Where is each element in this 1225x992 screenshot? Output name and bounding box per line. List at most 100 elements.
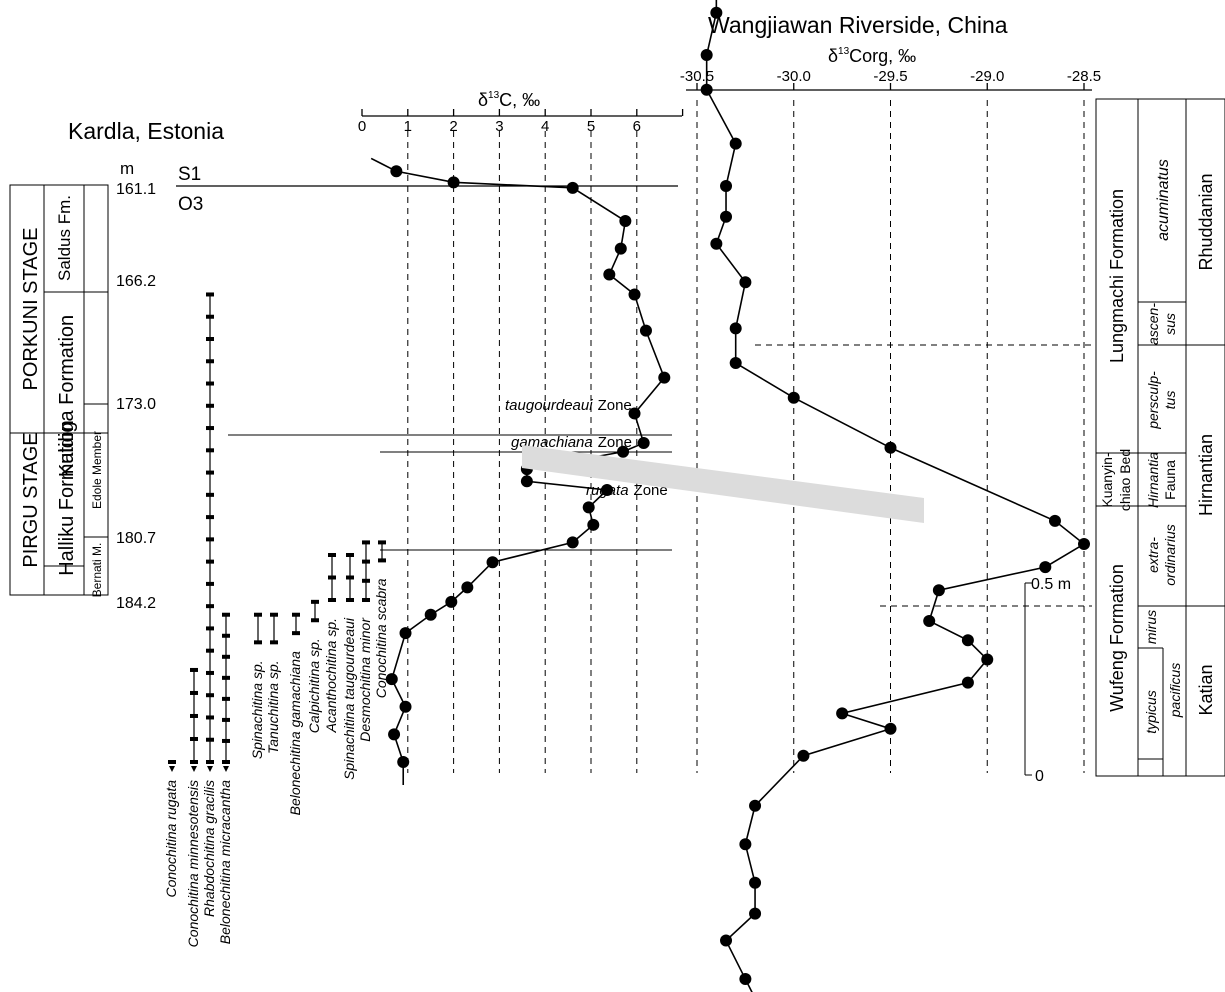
wangjiawan-d13corg-point [797,749,810,762]
kardla-x-tick-label: 6 [633,118,641,135]
taxon-sample-mark [328,553,336,557]
taxon-sample-mark [206,648,214,653]
zone-ascensus-line2: sus [1162,313,1178,335]
taxon-sample-mark [222,717,230,722]
taxon-sample-mark [254,612,262,617]
zone-hirnantia-fauna-line2: Fauna [1162,460,1178,500]
wangjiawan-unit: Corg, ‰ [849,46,916,66]
kardla-x-tick-label: 2 [449,118,457,135]
wangjiawan-d13corg-point [720,210,733,223]
taxon-range: Calpichitina sp. [306,599,322,733]
zone-typicus: typicus [1143,690,1159,734]
taxon-sample-mark [362,598,370,602]
stage-katian: Katian [1196,664,1216,715]
wangjiawan-d13corg-point [1048,514,1061,527]
zone-mirus: mirus [1143,610,1159,644]
taxon-range: Conochitina minnesotensis [185,667,201,947]
taxon-sample-mark [206,470,214,475]
taxon-arrow [169,766,175,772]
taxon-sample-mark [190,690,198,695]
depth-tick-label: 161.1 [116,181,156,198]
taxon-label: Belonechitina micracantha [217,780,233,944]
delta-superscript: 13 [838,46,850,57]
depth-tick-label: 173.0 [116,396,156,413]
taxon-label: Rhabdochitina gracilis [201,780,217,917]
kardla-d13c-point [385,673,398,686]
taxon-sample-mark [206,715,214,720]
wangjiawan-x-tick-label: -30.5 [680,68,714,85]
bed-kuanyinchiao-line1: Kuanyin- [1099,452,1115,508]
kardla-d13c-point [520,475,533,488]
taxon-sample-mark [346,575,354,580]
kardla-x-axis: δ13C, ‰ 0 1 2 3 4 5 6 [358,90,684,135]
stage-pirgu: PIRGU STAGE [20,432,42,567]
taxon-sample-mark [206,448,214,453]
taxon-sample-mark [206,604,214,609]
zone-hirnantia-fauna-line1: Hirnantia [1145,452,1161,508]
kardla-d13c-point [614,242,627,255]
kardla-d13c-point [603,268,616,281]
kardla-d13c-point [388,728,401,741]
kardla-d13c-point [617,445,630,458]
taxon-sample-mark [328,575,336,580]
taxon-sample-mark [206,693,214,698]
taxon-sample-mark [206,537,214,542]
taxon-sample-mark [206,314,214,319]
wangjiawan-d13corg-point [749,876,762,889]
taxon-label: Acanthochitina sp. [323,618,339,733]
wangjiawan-d13corg-point [729,322,742,335]
wangjiawan-d13corg-point [961,634,974,647]
zone-suffix: Zone [598,397,632,414]
kardla-d13c-point [399,700,412,713]
kardla-d13c-point [390,165,403,178]
wangjiawan-d13corg-point [884,722,897,735]
depth-unit-label: m [120,159,134,178]
taxon-sample-mark [222,675,230,680]
taxon-range: Acanthochitina sp. [323,553,339,733]
taxon-label: Desmochitina minor [357,617,373,742]
taxon-sample-mark [378,540,386,545]
taxon-sample-mark [206,292,214,297]
taxon-sample-mark [346,553,354,557]
taxon-sample-mark [190,713,198,718]
taxon-sample-mark [168,760,176,764]
taxon-range: Spinachitina taugourdeaui [341,553,357,780]
kardla-d13c-point [619,215,632,228]
wangjiawan-series [700,0,1090,992]
scale-zero: 0 [1035,768,1044,785]
kardla-x-tick-label: 0 [358,118,366,135]
kardla-d13c-point [445,595,458,608]
taxon-range: Belonechitina gamachiana [287,612,303,815]
taxon-sample-mark [362,559,370,564]
wangjiawan-d13corg-point [749,907,762,920]
zone-ascensus-line1: ascen- [1145,303,1161,345]
wangjiawan-x-tick-label: -30.0 [777,68,811,85]
wangjiawan-x-tick-label: -28.5 [1067,68,1101,85]
zone-taugourdeaui: taugourdeaui Zone [505,397,632,414]
stage-rhuddanian: Rhuddanian [1196,173,1216,270]
taxon-sample-mark [311,599,319,604]
wangjiawan-x-axis-label: δ13Corg, ‰ [828,46,916,66]
taxon-range: Conochitina rugata [163,760,179,898]
height-scale-bar: 0.5 m 0 [1024,576,1071,785]
taxon-sample-mark [206,426,214,431]
taxon-sample-mark [206,403,214,408]
wangjiawan-d13corg-point [710,237,723,250]
wangjiawan-d13corg-point [720,934,733,947]
formation-lungmachi: Lungmachi Formation [1107,189,1127,363]
taxon-sample-mark [206,515,214,520]
kardla-d13c-point [601,484,614,497]
taxon-sample-mark [206,492,214,497]
kardla-x-tick-label: 5 [587,118,595,135]
depth-tick-label: 166.2 [116,273,156,290]
taxon-label: Conochitina scabra [373,578,389,698]
zone-name: taugourdeaui [505,397,593,414]
taxon-label: Conochitina rugata [163,780,179,898]
zone-pacificus: pacificus [1167,663,1183,718]
taxon-sample-mark [378,558,386,563]
scale-label: 0.5 m [1031,576,1071,593]
taxon-sample-mark [270,640,278,645]
taxon-label: Tanuchitina sp. [265,660,281,754]
wangjiawan-d13corg-point [729,137,742,150]
taxon-sample-mark [222,612,230,617]
